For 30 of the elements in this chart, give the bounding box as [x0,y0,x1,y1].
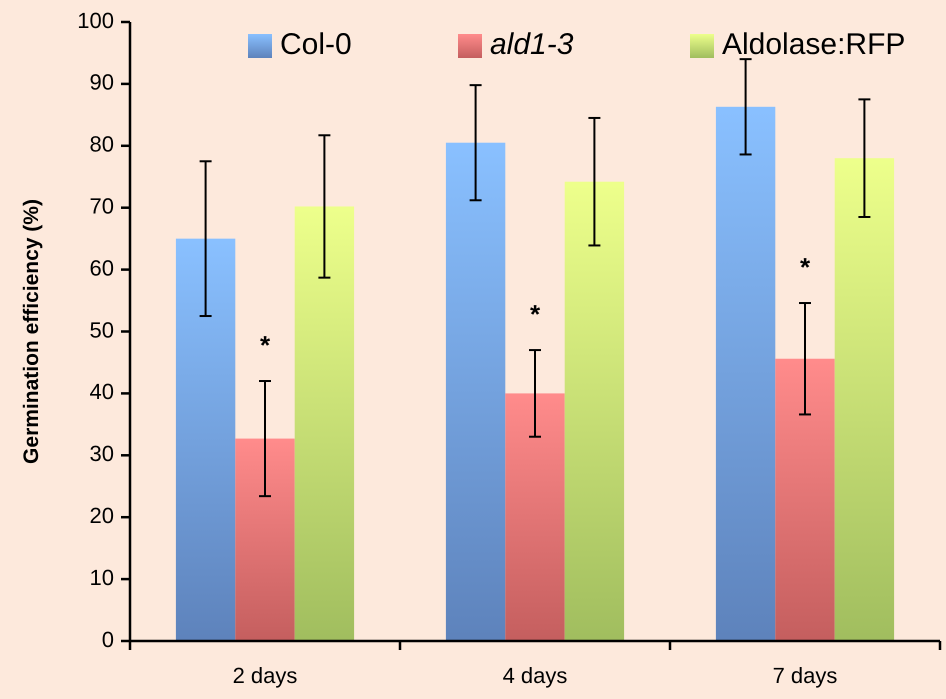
bar [294,206,354,641]
bar [446,142,506,641]
bar [564,182,624,641]
y-tick-label: 10 [90,564,114,590]
bar [176,238,236,641]
y-tick-label: 60 [90,255,114,280]
x-tick-label: 7 days [772,663,838,688]
legend-label: ald1-3 [490,28,574,61]
annotation: * [530,298,541,329]
bar [775,358,835,641]
legend-label: Col-0 [280,28,352,61]
y-tick-label: 0 [102,626,114,652]
y-tick-label: 50 [90,317,114,342]
y-tick-label: 100 [77,8,114,33]
y-tick-label: 90 [90,70,114,95]
x-tick-label: 2 days [232,663,298,688]
y-tick-label: 30 [90,441,114,466]
bar [834,158,894,641]
annotation: * [800,252,811,282]
legend-label: Aldolase:RFP [722,28,906,61]
bar [235,438,295,641]
bar [716,106,776,641]
y-tick-label: 20 [90,503,114,528]
bar [505,393,565,641]
y-tick-label: 40 [90,379,114,404]
x-tick-label: 4 days [502,663,568,688]
annotation: * [260,330,271,360]
y-axis-title: Germination efficiency (%) [20,199,43,464]
y-tick-label: 70 [90,194,114,219]
y-tick-label: 80 [90,132,114,157]
